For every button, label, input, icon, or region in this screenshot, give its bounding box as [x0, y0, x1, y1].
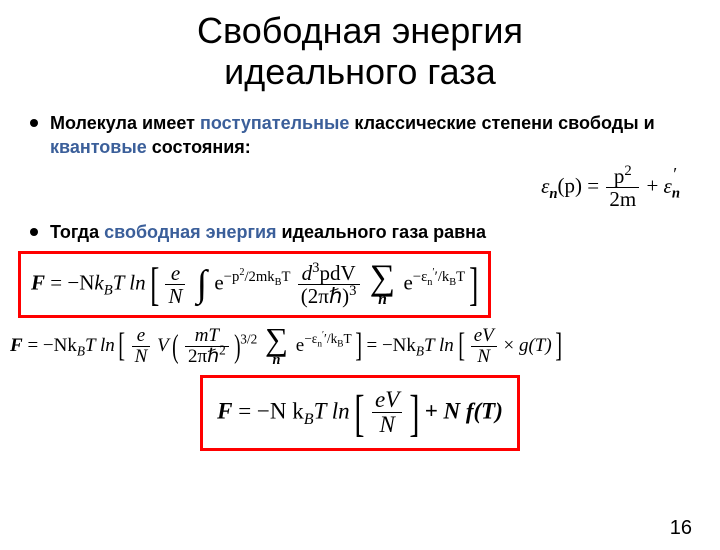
title-line-1: Свободная энергия [197, 10, 523, 51]
bullet-2: Тогда свободная энергия идеального газа … [30, 220, 720, 244]
equation-free-energy-final: F = −N kBT ln [ eV N ] + N f(T) [0, 375, 720, 451]
bullet-dot [30, 228, 38, 236]
bullet-2-text: Тогда свободная энергия идеального газа … [50, 220, 486, 244]
bullet-dot [30, 119, 38, 127]
bullet-1: Молекула имеет поступательные классическ… [30, 111, 720, 160]
equation-free-energy-step: F = −NkBT ln [ e N V ( mT 2πℏ2 )3/2 ∑n e… [10, 326, 720, 367]
equation-free-energy-full: F = −NkBT ln [ e N ∫ e−p2/2mkBT d3pdV (2… [18, 251, 720, 318]
slide-title: Свободная энергия идеального газа [0, 10, 720, 93]
page-number: 16 [670, 517, 692, 540]
equation-energy-levels: εn(p) = p2 2m + ε′n [0, 165, 680, 210]
title-line-2: идеального газа [224, 51, 496, 92]
bullet-1-text: Молекула имеет поступательные классическ… [50, 111, 720, 160]
